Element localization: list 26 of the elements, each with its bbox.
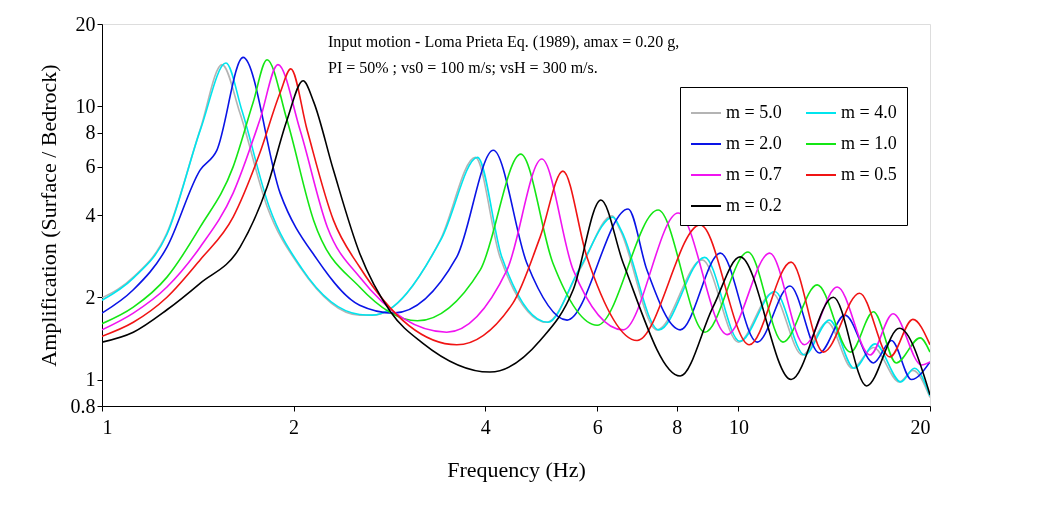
y-tick-label: 6 [85,155,96,178]
y-tick-label: 8 [85,121,96,144]
legend-label: m = 4.0 [841,102,897,122]
y-tick-label: 0.8 [70,394,96,417]
x-tick-label: 4 [480,415,491,438]
legend-label: m = 2.0 [726,133,782,153]
y-axis-title: Amplification (Surface / Bedrock) [35,64,61,367]
x-tick-label: 2 [289,415,300,438]
x-axis-title: Frequency (Hz) [447,456,586,482]
y-tick-label: 1 [85,368,96,391]
x-tick-label: 10 [728,415,749,438]
x-tick-label: 20 [910,415,931,438]
y-tick-label: 20 [75,12,96,35]
legend-label: m = 0.5 [841,164,897,184]
y-tick-label: 4 [85,203,96,226]
legend-label: m = 0.7 [726,164,782,184]
x-tick-label: 8 [672,415,683,438]
x-tick-label: 1 [102,415,113,438]
annotation: PI = 50% ; vs0 = 100 m/s; vsH = 300 m/s. [328,59,598,76]
annotation: Input motion - Loma Prieta Eq. (1989), amax = 0.20 g, [328,33,680,51]
legend-label: m = 0.2 [726,195,782,215]
x-tick-label: 6 [592,415,603,438]
legend-label: m = 1.0 [841,133,897,153]
y-tick-label: 10 [75,94,96,117]
y-tick-label: 2 [85,285,96,308]
legend-label: m = 5.0 [726,102,782,122]
